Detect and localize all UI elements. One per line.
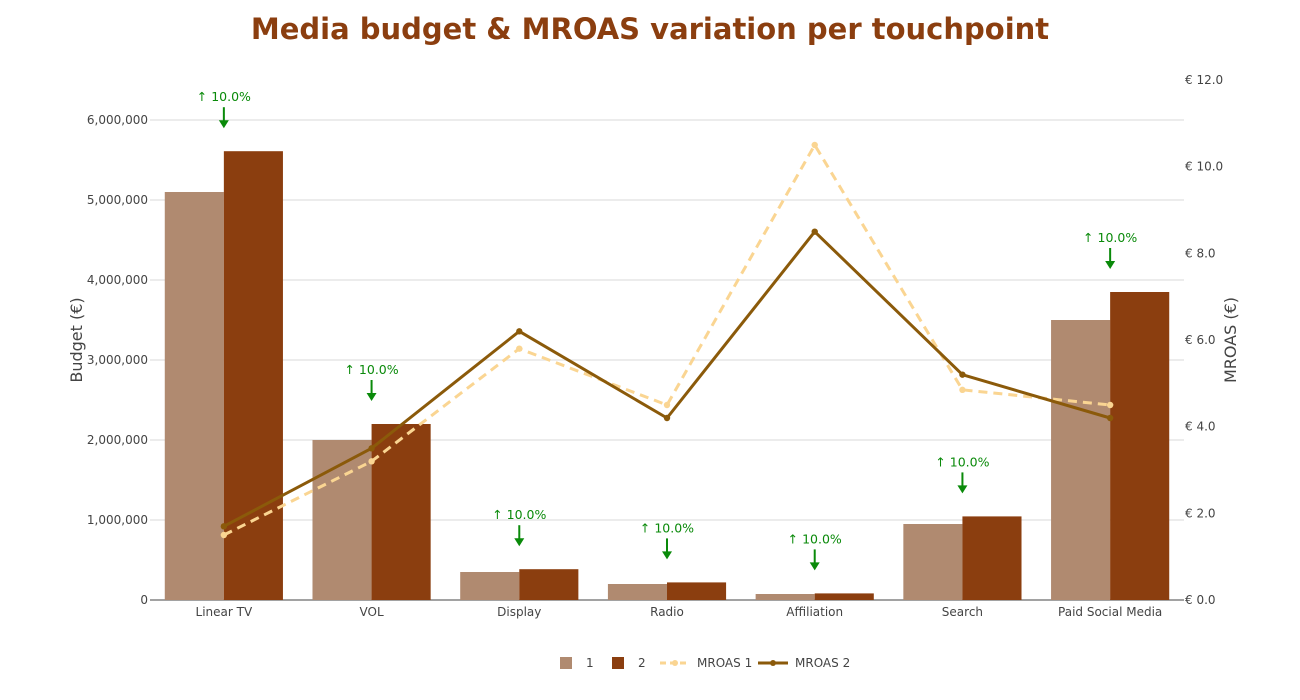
line-point-mroas-2[interactable] — [368, 445, 375, 452]
legend-swatch-2[interactable] — [612, 657, 624, 669]
x-tick-label: Affiliation — [786, 605, 843, 619]
line-point-mroas-1[interactable] — [1106, 401, 1114, 409]
annotation-arrow-head — [809, 562, 820, 571]
bar-series-1[interactable] — [164, 192, 224, 600]
x-tick-label: Radio — [650, 605, 684, 619]
y2-tick-label: € 6.0 — [1185, 333, 1216, 347]
bar-series-2[interactable] — [962, 516, 1022, 600]
legend-label-1: 1 — [586, 656, 594, 670]
line-point-mroas-2[interactable] — [663, 414, 671, 422]
annotation-arrow-head — [957, 485, 968, 494]
annotation-arrow-head — [218, 120, 229, 129]
annotation-label: ↑ 10.0% — [640, 520, 694, 535]
line-point-mroas-1[interactable] — [959, 386, 966, 394]
annotation-arrow-head — [662, 551, 672, 560]
y-tick-label: 4,000,000 — [87, 273, 148, 287]
line-point-mroas-2[interactable] — [959, 371, 966, 378]
bar-series-2[interactable] — [814, 593, 874, 600]
chart-title: Media budget & MROAS variation per touch… — [250, 12, 1050, 46]
line-point-mroas-1[interactable] — [663, 401, 671, 409]
annotation-arrow-head — [514, 538, 525, 547]
y-tick-label: 1,000,000 — [87, 513, 148, 527]
y-tick-label: 3,000,000 — [87, 353, 148, 367]
x-tick-label: Search — [942, 605, 983, 619]
x-tick-label: VOL — [360, 605, 384, 619]
annotation-arrow-head — [1105, 261, 1116, 269]
line-point-mroas-2[interactable] — [516, 328, 523, 335]
line-point-mroas-1[interactable] — [368, 458, 375, 465]
bar-series-1[interactable] — [607, 584, 667, 600]
bar-series-2[interactable] — [519, 569, 579, 600]
y-tick-label: 5,000,000 — [87, 193, 148, 207]
line-point-mroas-1[interactable] — [811, 141, 818, 149]
annotation-label: ↑ 10.0% — [1083, 230, 1137, 245]
bar-series-2[interactable] — [223, 151, 283, 600]
legend-label-mroas-2: MROAS 2 — [795, 656, 850, 670]
legend-swatch-marker-mroas-2 — [770, 660, 776, 666]
y2-tick-label: € 2.0 — [1185, 506, 1216, 520]
y2-tick-label: € 12.0 — [1185, 73, 1223, 87]
annotation-label: ↑ 10.0% — [788, 531, 842, 546]
y2-tick-label: € 4.0 — [1185, 420, 1216, 434]
bar-series-2[interactable] — [1110, 292, 1170, 600]
y-tick-label: 0 — [140, 593, 148, 607]
y2-tick-label: € 0.0 — [1185, 593, 1216, 607]
line-point-mroas-2[interactable] — [811, 228, 818, 235]
y2-axis-title: MROAS (€) — [1221, 297, 1240, 383]
line-point-mroas-2[interactable] — [1106, 414, 1114, 422]
line-point-mroas-1[interactable] — [516, 345, 523, 352]
annotation-label: ↑ 10.0% — [935, 454, 989, 469]
legend-swatch-1[interactable] — [560, 657, 572, 669]
x-tick-label: Linear TV — [196, 605, 253, 619]
y-axis-title: Budget (€) — [67, 297, 86, 382]
y2-tick-label: € 10.0 — [1185, 160, 1223, 174]
annotation-label: ↑ 10.0% — [197, 89, 251, 104]
annotation-label: ↑ 10.0% — [492, 507, 546, 522]
legend-swatch-marker-mroas-1 — [672, 660, 678, 666]
x-tick-label: Paid Social Media — [1058, 605, 1162, 619]
line-point-mroas-1[interactable] — [220, 531, 228, 539]
line-point-mroas-2[interactable] — [220, 523, 228, 530]
bar-series-2[interactable] — [667, 582, 727, 600]
annotation-arrow-head — [366, 393, 377, 401]
y-tick-label: 2,000,000 — [87, 433, 148, 447]
y2-tick-label: € 8.0 — [1185, 246, 1216, 260]
bar-series-2[interactable] — [371, 424, 431, 600]
y-tick-label: 6,000,000 — [87, 113, 148, 127]
bar-series-1[interactable] — [903, 524, 963, 600]
annotation-label: ↑ 10.0% — [344, 362, 398, 377]
x-tick-label: Display — [497, 605, 541, 619]
legend-label-2: 2 — [638, 656, 646, 670]
legend-label-mroas-1: MROAS 1 — [697, 656, 752, 670]
bar-series-1[interactable] — [460, 572, 520, 600]
bar-series-1[interactable] — [755, 594, 815, 600]
bar-series-1[interactable] — [1051, 320, 1111, 600]
